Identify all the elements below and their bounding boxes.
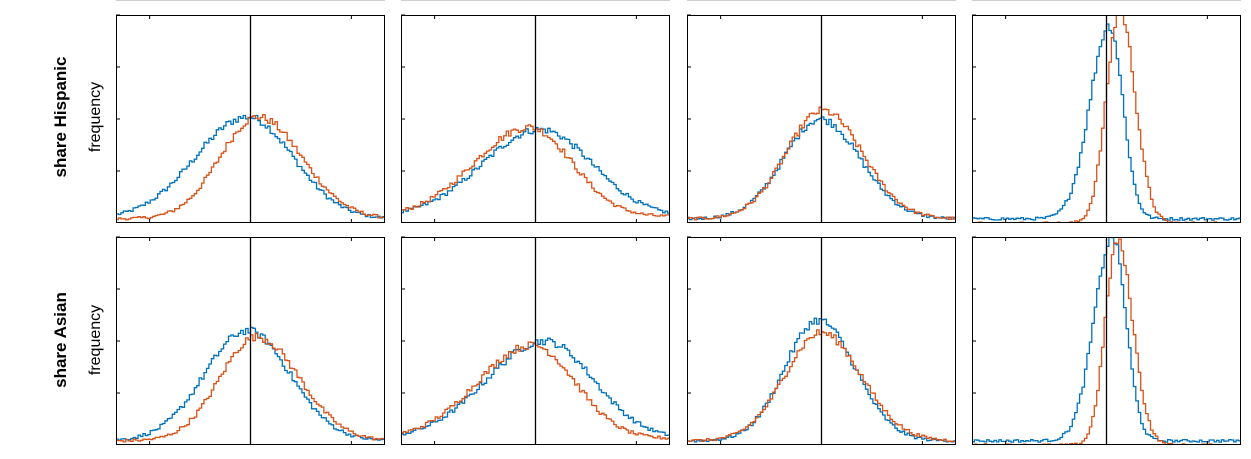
histogram-panel <box>972 14 1241 223</box>
series-orange-step <box>116 332 385 443</box>
ylabel-hispanic: frequency <box>87 82 104 152</box>
series-blue-step <box>401 337 670 437</box>
ylabel-asian: frequency <box>87 305 104 375</box>
series-blue-step <box>972 237 1241 443</box>
histogram-panel <box>116 236 385 445</box>
histogram-panel <box>116 14 385 223</box>
panels-grid <box>116 14 1241 445</box>
histogram-panel <box>687 14 956 223</box>
row-title-hispanic: share Hispanic <box>51 57 70 178</box>
row-title-asian: share Asian <box>51 292 70 388</box>
histogram-panel <box>401 14 670 223</box>
histogram-panel <box>401 236 670 445</box>
series-blue-step <box>687 116 956 221</box>
histogram-panel <box>687 236 956 445</box>
histogram-panel <box>972 236 1241 445</box>
